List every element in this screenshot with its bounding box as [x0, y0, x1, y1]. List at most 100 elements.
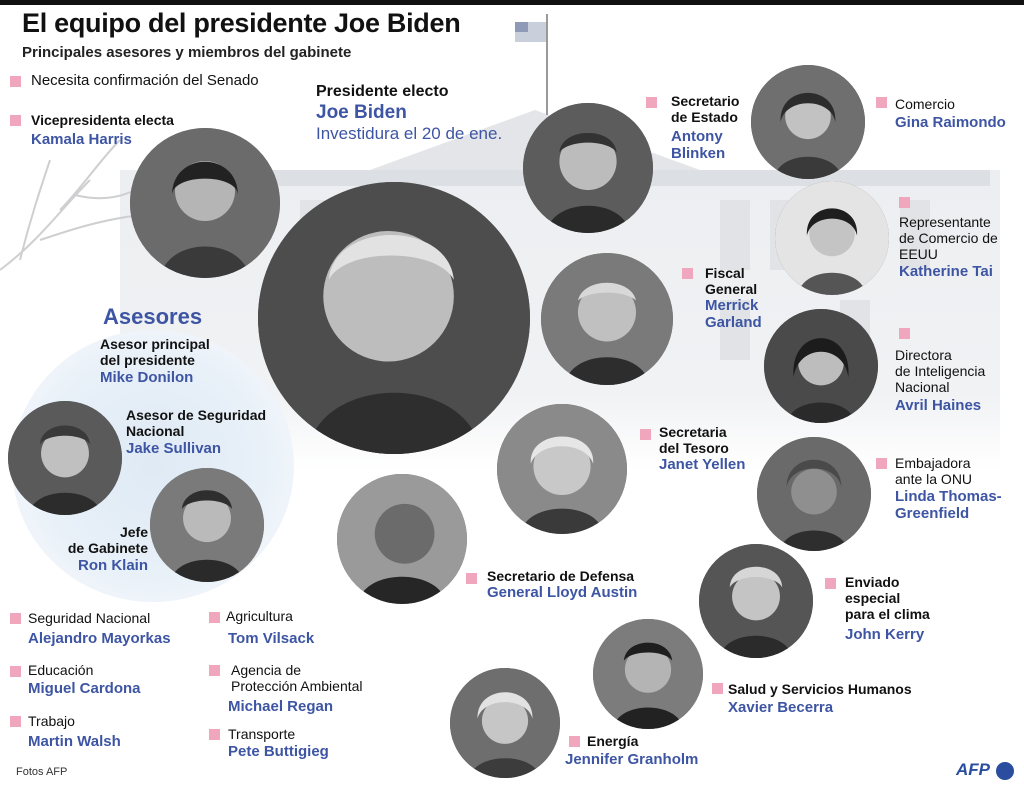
- yellen-role-1: Secretaria: [659, 424, 727, 440]
- austin-role: Secretario de Defensa: [487, 568, 635, 584]
- regan-role-1: Agencia de: [231, 662, 302, 678]
- cardona-role: Educación: [28, 662, 94, 678]
- garland-role-2: General: [705, 281, 758, 297]
- raimondo-name: Gina Raimondo: [895, 114, 1006, 131]
- president-role: Presidente electo: [316, 83, 449, 100]
- haines-role-1: Directora: [895, 347, 952, 363]
- tai-name: Katherine Tai: [899, 263, 993, 280]
- senate-marker: [10, 115, 21, 126]
- vilsack-role: Agricultura: [226, 608, 293, 624]
- portrait-ron-klain: [150, 468, 264, 582]
- kerry-role-3: para el clima: [845, 606, 930, 622]
- blinken-name-1: Antony: [671, 128, 723, 145]
- kerry-name: John Kerry: [845, 626, 925, 643]
- donilon-name: Mike Donilon: [100, 369, 194, 386]
- donilon-role-1: Asesor principal: [100, 336, 210, 352]
- haines-role-2: de Inteligencia: [895, 363, 986, 379]
- portrait-janet-yellen: [497, 404, 627, 534]
- garland-role-1: Fiscal: [705, 265, 745, 281]
- klain-name: Ron Klain: [78, 557, 148, 574]
- garland-name-2: Garland: [705, 314, 762, 331]
- portrait-jennifer-granholm: [450, 668, 560, 778]
- buttigieg-name: Pete Buttigieg: [228, 743, 329, 760]
- mayorkas-name: Alejandro Mayorkas: [28, 630, 171, 647]
- sullivan-role-2: Nacional: [126, 423, 185, 439]
- becerra-name: Xavier Becerra: [728, 699, 834, 716]
- yellen-role-2: del Tesoro: [659, 440, 729, 456]
- legend-marker: [10, 76, 21, 87]
- senate-marker: [712, 683, 723, 694]
- portrait-antony-blinken: [523, 103, 653, 233]
- portrait-john-kerry: [699, 544, 813, 658]
- page-subtitle: Principales asesores y miembros del gabi…: [22, 44, 352, 61]
- tai-role-1: Representante: [899, 214, 991, 230]
- advisors-heading: Asesores: [103, 304, 203, 329]
- portrait-xavier-becerra: [593, 619, 703, 729]
- vp-role: Vicepresidenta electa: [31, 112, 174, 128]
- sullivan-name: Jake Sullivan: [126, 440, 222, 457]
- klain-role-1: Jefe: [119, 524, 148, 540]
- page-title: El equipo del presidente Joe Biden: [22, 8, 461, 38]
- senate-marker: [10, 666, 21, 677]
- thomas-name-2: Greenfield: [895, 505, 970, 522]
- portrait-katherine-tai: [775, 181, 889, 295]
- becerra-role: Salud y Servicios Humanos: [728, 681, 912, 697]
- portrait-lloyd-austin: [337, 474, 467, 604]
- haines-name: Avril Haines: [895, 397, 982, 414]
- senate-marker: [209, 729, 220, 740]
- vp-name: Kamala Harris: [31, 131, 132, 148]
- tai-role-3: EEUU: [899, 246, 938, 262]
- walsh-name: Martin Walsh: [28, 733, 121, 750]
- senate-marker: [10, 613, 21, 624]
- klain-role-2: de Gabinete: [67, 540, 148, 556]
- portrait-gina-raimondo: [751, 65, 865, 179]
- regan-role-2: Protección Ambiental: [231, 678, 363, 694]
- portrait-jake-sullivan: [8, 401, 122, 515]
- portrait-joe-biden: [258, 182, 530, 454]
- tai-role-2: de Comercio de: [899, 230, 998, 246]
- blinken-name-2: Blinken: [671, 145, 726, 162]
- mayorkas-role: Seguridad Nacional: [28, 610, 151, 626]
- regan-name: Michael Regan: [228, 698, 334, 715]
- tree-branches-decoration: [0, 139, 141, 271]
- senate-marker: [876, 97, 887, 108]
- blinken-role-2: de Estado: [671, 109, 738, 125]
- top-rule: [0, 0, 1024, 5]
- blinken-role-1: Secretario: [671, 93, 740, 109]
- portrait-avril-haines: [764, 309, 878, 423]
- photo-credit: Fotos AFP: [16, 766, 68, 778]
- senate-marker: [209, 612, 220, 623]
- senate-marker: [640, 429, 651, 440]
- senate-marker: [569, 736, 580, 747]
- senate-marker: [899, 197, 910, 208]
- senate-marker: [876, 458, 887, 469]
- portrait-merrick-garland: [541, 253, 673, 385]
- senate-marker: [646, 97, 657, 108]
- donilon-role-2: del presidente: [100, 352, 195, 368]
- portrait-linda-thomas-greenfield: [757, 437, 871, 551]
- senate-marker: [682, 268, 693, 279]
- kerry-role-1: Enviado: [845, 574, 900, 590]
- portrait-kamala-harris: [130, 128, 280, 278]
- granholm-name: Jennifer Granholm: [565, 751, 699, 768]
- senate-marker: [466, 573, 477, 584]
- cardona-name: Miguel Cardona: [28, 680, 141, 697]
- senate-marker: [899, 328, 910, 339]
- kerry-role-2: especial: [845, 590, 901, 606]
- senate-marker: [209, 665, 220, 676]
- granholm-role: Energía: [587, 733, 639, 749]
- afp-logo-dot: [996, 762, 1014, 780]
- yellen-name: Janet Yellen: [659, 456, 746, 473]
- thomas-role-2: ante la ONU: [895, 471, 973, 487]
- thomas-role-1: Embajadora: [895, 455, 971, 471]
- austin-name: General Lloyd Austin: [487, 584, 638, 601]
- afp-logo: AFP: [956, 760, 990, 779]
- garland-name-1: Merrick: [705, 297, 759, 314]
- president-name: Joe Biden: [316, 102, 407, 123]
- sullivan-role-1: Asesor de Seguridad: [126, 407, 267, 423]
- haines-role-3: Nacional: [895, 379, 950, 395]
- thomas-name-1: Linda Thomas-: [895, 488, 1002, 505]
- raimondo-role: Comercio: [895, 96, 955, 112]
- senate-marker: [10, 716, 21, 727]
- senate-marker: [825, 578, 836, 589]
